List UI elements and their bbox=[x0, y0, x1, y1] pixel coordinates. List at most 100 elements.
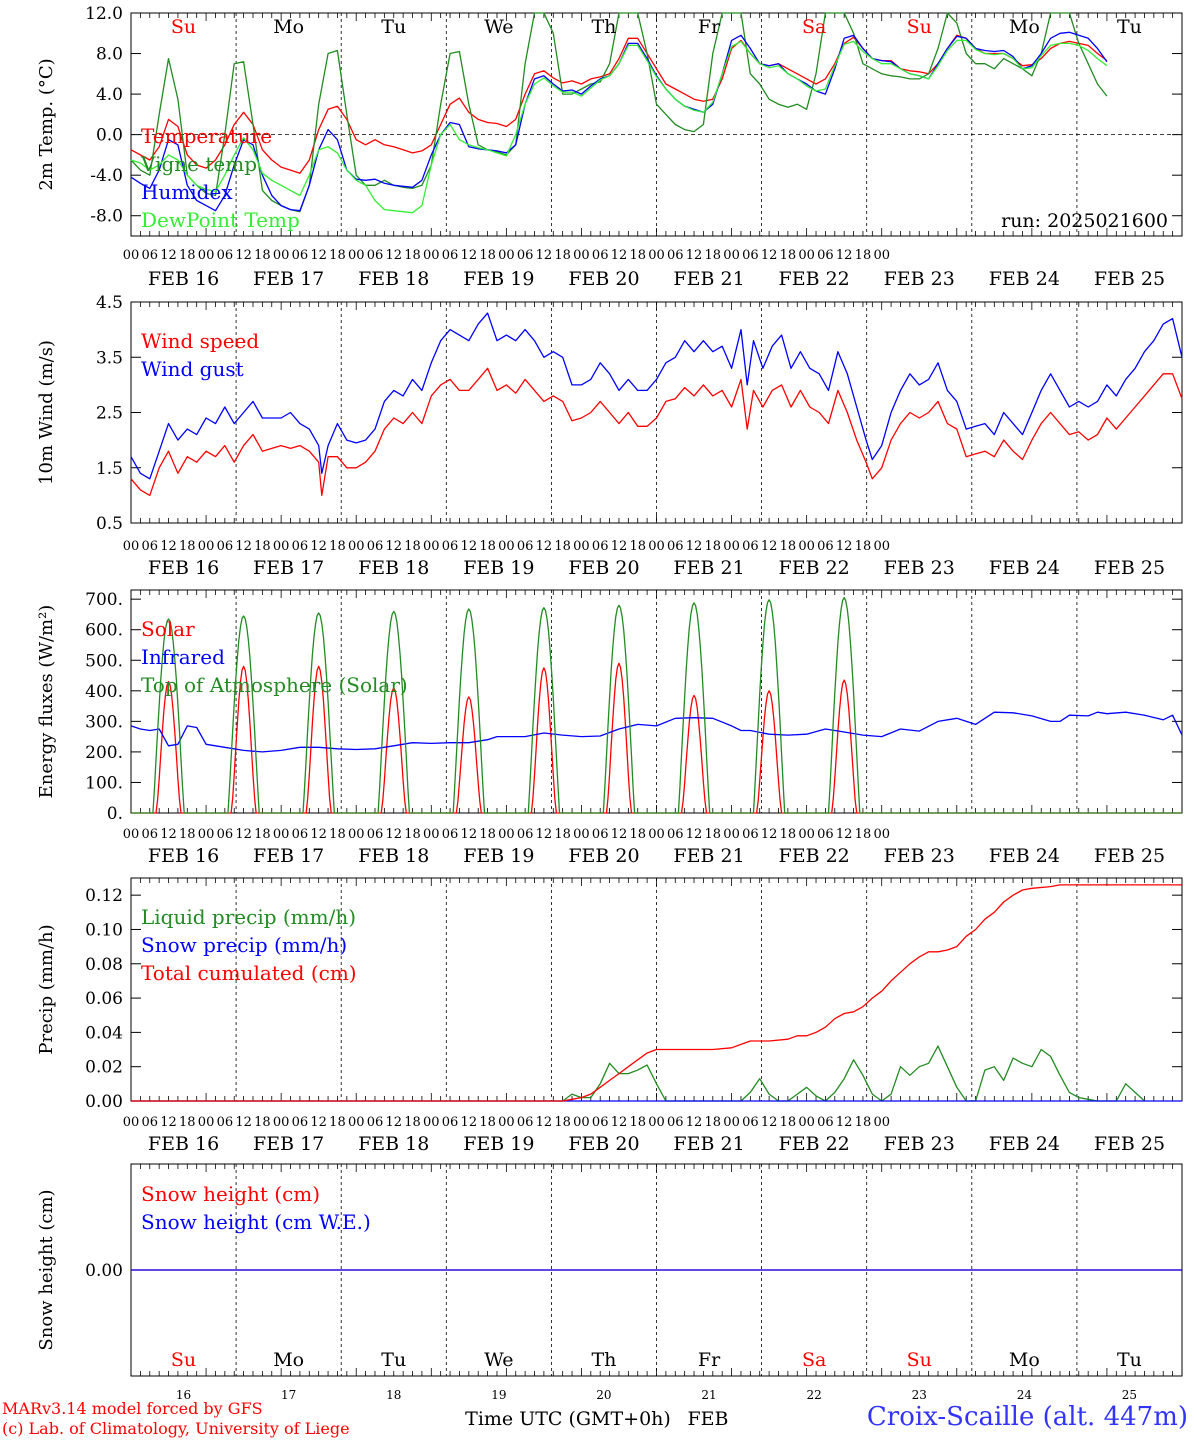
hour-tick-label: 18 bbox=[705, 1115, 722, 1130]
month-label: FEB bbox=[687, 1408, 728, 1430]
hour-tick-label: 06 bbox=[292, 539, 309, 554]
hour-tick-label: 06 bbox=[292, 827, 309, 842]
hour-tick-label: 18 bbox=[855, 1115, 872, 1130]
time-axis-title: Time UTC (GMT+0h) bbox=[465, 1408, 671, 1430]
hour-tick-label: 00 bbox=[573, 539, 590, 554]
hour-tick-label: 12 bbox=[461, 827, 478, 842]
y-tick-label: 0. bbox=[107, 804, 123, 824]
y-tick-label: 0.06 bbox=[85, 989, 123, 1009]
hour-tick-label: 00 bbox=[798, 248, 815, 263]
hour-tick-label: 00 bbox=[573, 248, 590, 263]
y-tick-label: -4.0 bbox=[90, 166, 123, 186]
hour-tick-label: 06 bbox=[292, 1115, 309, 1130]
hour-tick-label: 00 bbox=[798, 827, 815, 842]
day-number-label: 24 bbox=[1017, 1388, 1033, 1402]
hour-tick-label: 18 bbox=[479, 539, 496, 554]
legend-entry: Snow precip (mm/h) bbox=[141, 933, 347, 957]
hour-tick-label: 12 bbox=[761, 827, 778, 842]
hour-tick-label: 18 bbox=[705, 827, 722, 842]
hour-tick-label: 12 bbox=[235, 248, 252, 263]
hour-tick-label: 18 bbox=[705, 539, 722, 554]
date-label: FEB 22 bbox=[779, 557, 850, 579]
hour-tick-label: 00 bbox=[198, 539, 215, 554]
y-tick-label: 4.5 bbox=[96, 293, 123, 313]
hour-tick-label: 06 bbox=[517, 1115, 534, 1130]
hour-tick-label: 00 bbox=[498, 1115, 515, 1130]
hour-tick-label: 12 bbox=[310, 1115, 327, 1130]
date-label: FEB 23 bbox=[884, 268, 955, 290]
hour-tick-label: 00 bbox=[723, 827, 740, 842]
day-number-label: 19 bbox=[491, 1388, 506, 1402]
series-line-wind-speed bbox=[130, 367, 1183, 497]
date-label: FEB 22 bbox=[779, 845, 850, 867]
hour-tick-label: 12 bbox=[611, 539, 628, 554]
lab-credit: (c) Lab. of Climatology, University of L… bbox=[2, 1419, 350, 1438]
hour-tick-label: 12 bbox=[461, 539, 478, 554]
hour-tick-label: 18 bbox=[404, 1115, 421, 1130]
hour-tick-label: 18 bbox=[404, 539, 421, 554]
hour-tick-label: 12 bbox=[836, 827, 853, 842]
hour-tick-label: 00 bbox=[348, 539, 365, 554]
hour-tick-label: 12 bbox=[836, 248, 853, 263]
hour-tick-label: 06 bbox=[667, 827, 684, 842]
hour-tick-label: 12 bbox=[461, 1115, 478, 1130]
hour-tick-label: 06 bbox=[817, 827, 834, 842]
legend-entry: Liquid precip (mm/h) bbox=[141, 905, 356, 929]
date-label: FEB 17 bbox=[253, 557, 324, 579]
day-number-label: 21 bbox=[701, 1388, 716, 1402]
hour-tick-label: 06 bbox=[592, 539, 609, 554]
hour-tick-label: 12 bbox=[385, 248, 402, 263]
hour-tick-label: 06 bbox=[742, 248, 759, 263]
weekday-label: Fr bbox=[698, 1349, 721, 1371]
hour-tick-label: 12 bbox=[385, 827, 402, 842]
hour-tick-label: 06 bbox=[817, 539, 834, 554]
weekday-label: Tu bbox=[381, 1349, 406, 1371]
weekday-label: Mo bbox=[1009, 1349, 1040, 1371]
hour-tick-label: 18 bbox=[479, 827, 496, 842]
hour-tick-label: 12 bbox=[310, 248, 327, 263]
weekday-label: Tu bbox=[381, 16, 406, 38]
series-line-wind-gust bbox=[130, 312, 1183, 480]
legend-entry: Wind speed bbox=[141, 329, 259, 353]
hour-tick-label: 06 bbox=[817, 248, 834, 263]
hour-tick-label: 18 bbox=[554, 827, 571, 842]
hour-tick-label: 18 bbox=[179, 1115, 196, 1130]
hour-tick-label: 06 bbox=[742, 827, 759, 842]
hour-tick-label: 18 bbox=[554, 539, 571, 554]
hour-tick-label: 06 bbox=[517, 539, 534, 554]
date-label: FEB 21 bbox=[673, 1133, 744, 1155]
hour-tick-label: 06 bbox=[442, 539, 459, 554]
hour-tick-label: 12 bbox=[160, 827, 177, 842]
y-tick-label: 4.0 bbox=[96, 85, 123, 105]
hour-tick-label: 00 bbox=[648, 248, 665, 263]
hour-tick-label: 00 bbox=[873, 1115, 890, 1130]
hour-tick-label: 12 bbox=[536, 248, 553, 263]
date-label: FEB 18 bbox=[358, 557, 429, 579]
legend-entry: Total cumulated (cm) bbox=[141, 961, 357, 985]
hour-tick-label: 06 bbox=[367, 827, 384, 842]
y-tick-label: 100. bbox=[85, 773, 123, 793]
y-tick-label: 8.0 bbox=[96, 45, 123, 65]
date-label: FEB 25 bbox=[1094, 557, 1165, 579]
hour-tick-label: 12 bbox=[761, 248, 778, 263]
y-tick-label: -8.0 bbox=[90, 207, 123, 227]
hour-tick-label: 18 bbox=[254, 827, 271, 842]
hour-tick-label: 06 bbox=[141, 539, 158, 554]
hour-tick-label: 12 bbox=[385, 1115, 402, 1130]
weekday-label: Th bbox=[591, 1349, 616, 1371]
hour-tick-label: 18 bbox=[629, 827, 646, 842]
hour-tick-label: 12 bbox=[686, 248, 703, 263]
hour-tick-label: 06 bbox=[742, 1115, 759, 1130]
day-number-label: 20 bbox=[596, 1388, 611, 1402]
hour-tick-label: 00 bbox=[573, 827, 590, 842]
y-axis-title: 2m Temp. (°C) bbox=[36, 58, 57, 190]
date-label: FEB 20 bbox=[568, 557, 639, 579]
hour-tick-label: 06 bbox=[217, 1115, 234, 1130]
date-label: FEB 17 bbox=[253, 268, 324, 290]
legend-entry: Snow height (cm W.E.) bbox=[141, 1210, 371, 1234]
hour-tick-label: 18 bbox=[179, 248, 196, 263]
y-tick-label: 0.08 bbox=[85, 955, 123, 975]
y-tick-label: 0.00 bbox=[85, 1092, 123, 1112]
y-tick-label: 200. bbox=[85, 743, 123, 763]
date-label: FEB 20 bbox=[568, 268, 639, 290]
